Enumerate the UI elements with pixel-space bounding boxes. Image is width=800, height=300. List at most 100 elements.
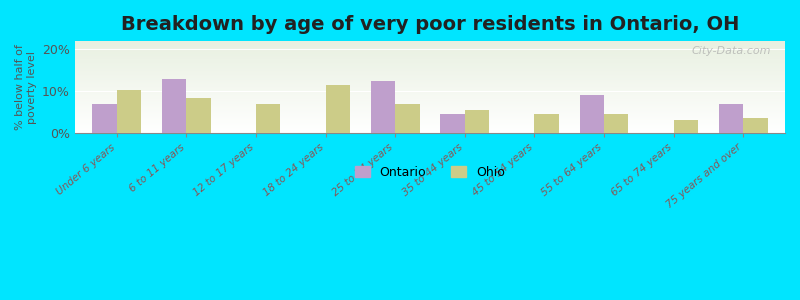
- Bar: [75, 75, 785, 76]
- Bar: [75, 86, 785, 87]
- Bar: [75, 81, 785, 82]
- Legend: Ontario, Ohio: Ontario, Ohio: [350, 161, 510, 184]
- Bar: [75, 96, 785, 97]
- Bar: [75, 126, 785, 127]
- Bar: [75, 52, 785, 53]
- Bar: [75, 122, 785, 123]
- Bar: [75, 101, 785, 102]
- Bar: [75, 45, 785, 46]
- Bar: [75, 80, 785, 81]
- Bar: [75, 58, 785, 59]
- Bar: [75, 54, 785, 55]
- Bar: [75, 103, 785, 104]
- Bar: [75, 73, 785, 74]
- Bar: [604, 114, 628, 133]
- Bar: [75, 57, 785, 58]
- Bar: [75, 44, 785, 45]
- Bar: [75, 102, 785, 103]
- Bar: [75, 111, 785, 112]
- Bar: [75, 68, 785, 69]
- Bar: [75, 60, 785, 61]
- Bar: [92, 104, 117, 133]
- Bar: [75, 46, 785, 47]
- Bar: [75, 76, 785, 77]
- Bar: [75, 91, 785, 92]
- Bar: [75, 71, 785, 72]
- Bar: [75, 99, 785, 100]
- Bar: [75, 119, 785, 120]
- Bar: [719, 104, 743, 133]
- Bar: [75, 120, 785, 121]
- Bar: [370, 81, 395, 133]
- Bar: [75, 106, 785, 107]
- Bar: [674, 121, 698, 133]
- Bar: [75, 85, 785, 86]
- Text: City-Data.com: City-Data.com: [691, 46, 770, 56]
- Bar: [75, 59, 785, 60]
- Bar: [75, 66, 785, 67]
- Bar: [75, 95, 785, 96]
- Bar: [75, 104, 785, 106]
- Bar: [580, 95, 604, 133]
- Bar: [117, 90, 141, 133]
- Bar: [75, 90, 785, 91]
- Bar: [75, 83, 785, 84]
- Bar: [75, 116, 785, 117]
- Bar: [75, 63, 785, 64]
- Bar: [743, 118, 767, 133]
- Bar: [395, 104, 419, 133]
- Bar: [75, 74, 785, 75]
- Bar: [75, 130, 785, 131]
- Bar: [75, 49, 785, 50]
- Bar: [75, 117, 785, 118]
- Bar: [75, 125, 785, 126]
- Bar: [75, 61, 785, 62]
- Bar: [75, 87, 785, 88]
- Bar: [75, 100, 785, 101]
- Bar: [75, 97, 785, 98]
- Y-axis label: % below half of
poverty level: % below half of poverty level: [15, 44, 37, 130]
- Bar: [75, 131, 785, 132]
- Bar: [75, 98, 785, 99]
- Bar: [75, 92, 785, 93]
- Bar: [186, 98, 210, 133]
- Bar: [75, 72, 785, 73]
- Bar: [75, 115, 785, 116]
- Bar: [75, 67, 785, 68]
- Bar: [75, 132, 785, 133]
- Bar: [75, 70, 785, 71]
- Bar: [75, 82, 785, 83]
- Bar: [75, 47, 785, 49]
- Bar: [75, 128, 785, 129]
- Bar: [75, 69, 785, 70]
- Bar: [75, 121, 785, 122]
- Bar: [75, 55, 785, 56]
- Bar: [75, 64, 785, 65]
- Bar: [75, 89, 785, 90]
- Bar: [75, 107, 785, 108]
- Bar: [326, 85, 350, 133]
- Bar: [75, 123, 785, 124]
- Bar: [75, 43, 785, 44]
- Bar: [75, 82, 785, 83]
- Bar: [75, 127, 785, 128]
- Bar: [75, 84, 785, 85]
- Bar: [75, 108, 785, 109]
- Bar: [75, 78, 785, 79]
- Bar: [75, 112, 785, 113]
- Bar: [75, 93, 785, 94]
- Bar: [75, 62, 785, 63]
- Bar: [75, 77, 785, 78]
- Bar: [162, 79, 186, 133]
- Bar: [75, 110, 785, 111]
- Bar: [75, 50, 785, 51]
- Bar: [465, 110, 489, 133]
- Bar: [75, 109, 785, 110]
- Bar: [75, 114, 785, 115]
- Bar: [75, 65, 785, 66]
- Bar: [75, 124, 785, 125]
- Bar: [75, 79, 785, 80]
- Bar: [75, 53, 785, 54]
- Bar: [256, 104, 280, 133]
- Bar: [75, 56, 785, 57]
